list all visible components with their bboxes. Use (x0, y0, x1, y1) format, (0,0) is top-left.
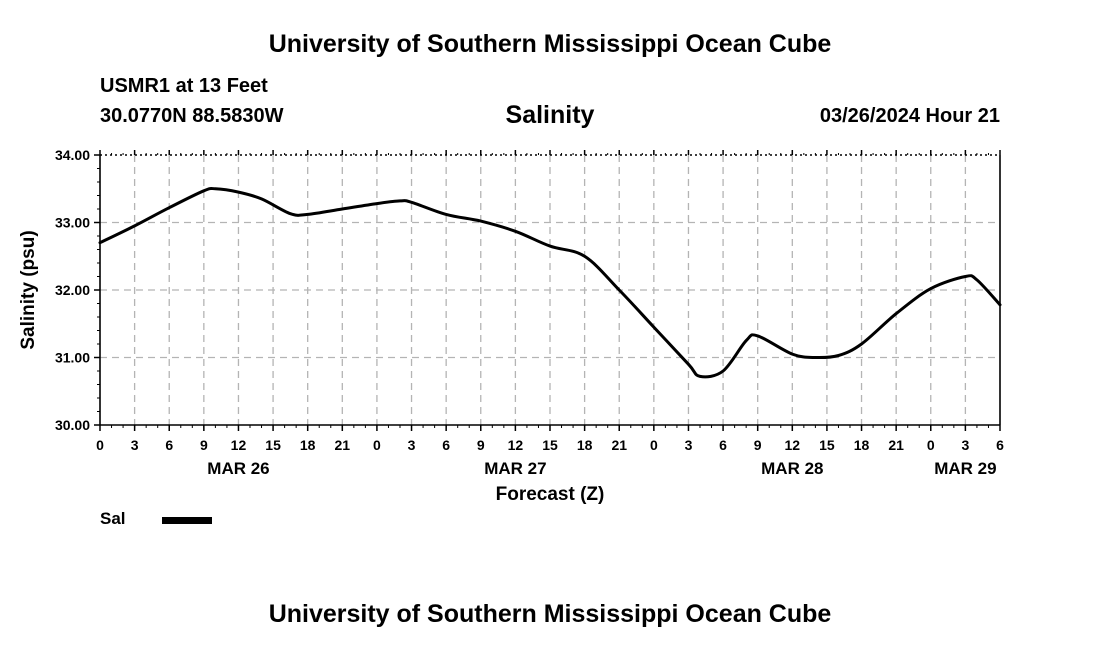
x-tick-label: 3 (685, 437, 693, 453)
x-tick-label: 15 (819, 437, 835, 453)
x-tick-label: 9 (477, 437, 485, 453)
x-tick-label: 21 (611, 437, 627, 453)
x-tick-label: 0 (96, 437, 104, 453)
x-tick-label: 12 (231, 437, 247, 453)
x-axis-label: Forecast (Z) (496, 484, 605, 505)
series-layer (98, 186, 1002, 379)
footer-title: University of Southern Mississippi Ocean… (268, 600, 832, 628)
station-coordinates: 30.0770N 88.5830W (100, 105, 284, 127)
day-label: MAR 26 (207, 459, 269, 478)
x-tick-label: 6 (442, 437, 450, 453)
x-tick-label: 6 (165, 437, 173, 453)
y-tick-label: 30.00 (55, 417, 90, 433)
x-tick-label: 0 (927, 437, 935, 453)
x-tick-label: 0 (373, 437, 381, 453)
y-tick-label: 32.00 (55, 282, 90, 298)
x-tick-label: 15 (265, 437, 281, 453)
series-line-sal (98, 186, 1002, 379)
y-axis-label: Salinity (psu) (18, 230, 39, 349)
x-tick-label: 3 (131, 437, 139, 453)
chart-subtitle: Salinity (505, 101, 595, 129)
x-axis-ticks: 0 3 6 9 12 15 18 21 0 3 6 9 12 15 18 21 0 3 6 9 12 15 18 21 0 3 6M… (96, 150, 1004, 478)
x-tick-label: 18 (854, 437, 870, 453)
x-tick-label: 12 (785, 437, 801, 453)
x-tick-label: 15 (542, 437, 558, 453)
day-label: MAR 28 (761, 459, 823, 478)
x-tick-label: 12 (508, 437, 524, 453)
x-tick-label: 9 (200, 437, 208, 453)
x-tick-label: 21 (335, 437, 351, 453)
x-tick-label: 18 (577, 437, 593, 453)
x-tick-label: 6 (996, 437, 1004, 453)
day-label: MAR 29 (934, 459, 996, 478)
station-label: USMR1 at 13 Feet (100, 75, 268, 97)
x-tick-label: 9 (754, 437, 762, 453)
day-label: MAR 27 (484, 459, 546, 478)
x-tick-label: 21 (888, 437, 904, 453)
y-axis-ticks: 30.00 31.00 32.00 33.00 34.00 (55, 147, 100, 433)
legend-label: Sal (100, 509, 126, 528)
x-tick-label: 0 (650, 437, 658, 453)
forecast-timestamp: 03/26/2024 Hour 21 (819, 105, 1000, 127)
x-tick-label: 3 (408, 437, 416, 453)
chart-main-title: University of Southern Mississippi Ocean… (268, 30, 832, 58)
x-tick-label: 3 (961, 437, 969, 453)
y-tick-label: 31.00 (55, 350, 90, 366)
y-tick-label: 34.00 (55, 147, 90, 163)
x-tick-label: 6 (719, 437, 727, 453)
legend-line-swatch (162, 517, 212, 524)
grid-layer (100, 155, 1000, 425)
x-tick-label: 18 (300, 437, 316, 453)
y-tick-label: 33.00 (55, 215, 90, 231)
